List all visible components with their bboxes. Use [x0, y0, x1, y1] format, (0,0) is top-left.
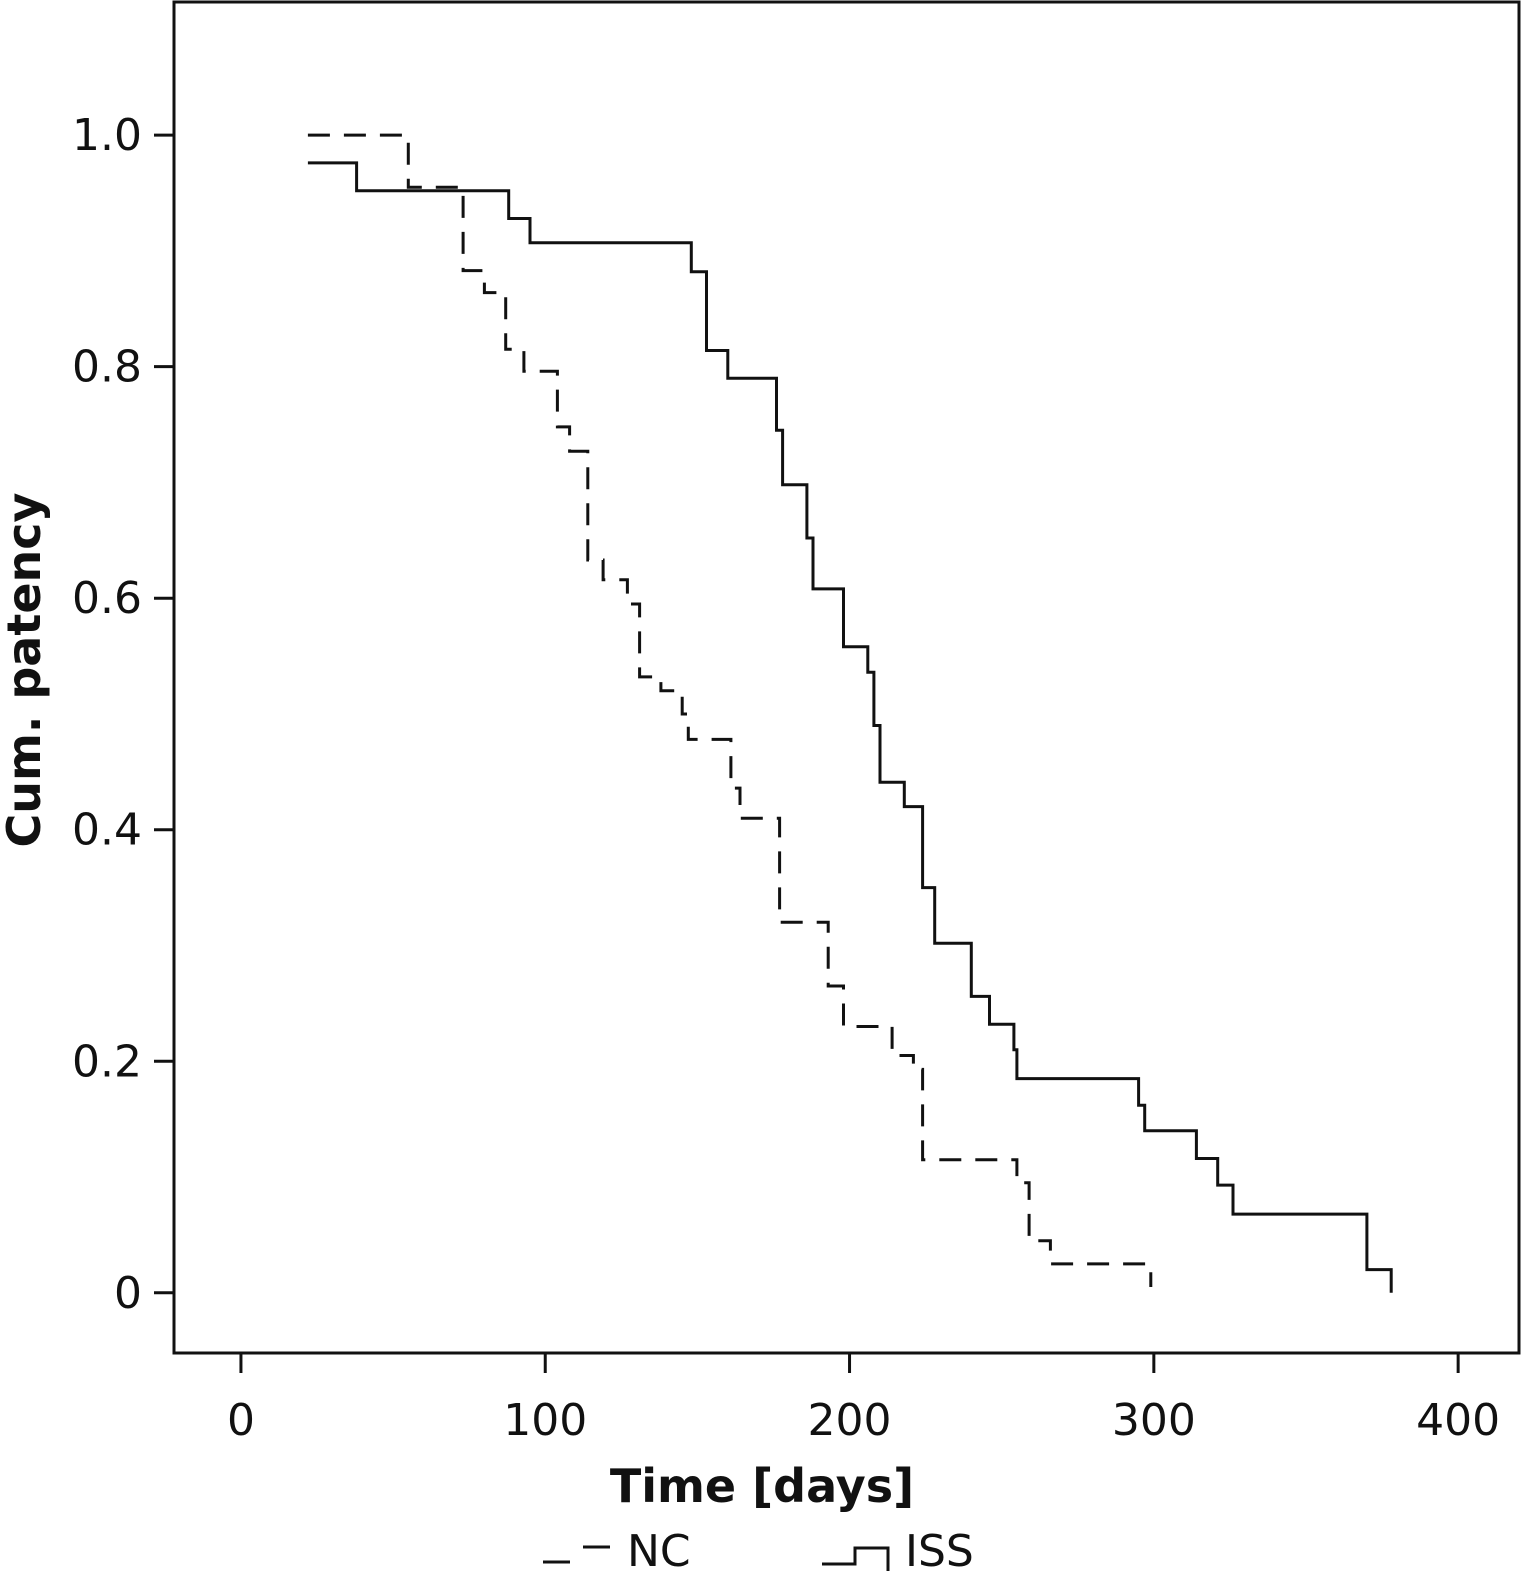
x-tick-label: 300 — [1112, 1395, 1196, 1446]
x-tick-label: 0 — [227, 1395, 255, 1446]
x-axis-title: Time [days] — [610, 1459, 914, 1513]
series-layer — [307, 133, 1393, 1293]
legend-swatch-nc — [543, 1545, 610, 1564]
legend-swatch-iss — [822, 1546, 890, 1571]
y-axis: 0 0.2 0.4 0.6 0.8 1.0 — [72, 110, 174, 1319]
y-axis-title: Cum. patency — [0, 492, 51, 847]
x-tick-label: 400 — [1416, 1395, 1500, 1446]
y-tick-label: 1.0 — [72, 110, 142, 161]
y-tick-label: 0.6 — [72, 573, 142, 624]
y-tick-label: 0.8 — [72, 342, 142, 393]
y-tick-label: 0 — [114, 1268, 142, 1319]
series-line-nc — [307, 133, 1153, 1287]
plot-frame — [172, 0, 1521, 1355]
legend: NC ISS — [543, 1526, 974, 1571]
x-tick-label: 100 — [503, 1395, 587, 1446]
y-tick-label: 0.4 — [72, 805, 142, 856]
series-line-iss — [307, 161, 1393, 1293]
y-tick-label: 0.2 — [72, 1036, 142, 1087]
legend-label-nc: NC — [627, 1526, 691, 1571]
legend-label-iss: ISS — [905, 1526, 974, 1571]
x-tick-label: 200 — [808, 1395, 892, 1446]
x-axis: 0 100 200 300 400 — [227, 1353, 1500, 1446]
